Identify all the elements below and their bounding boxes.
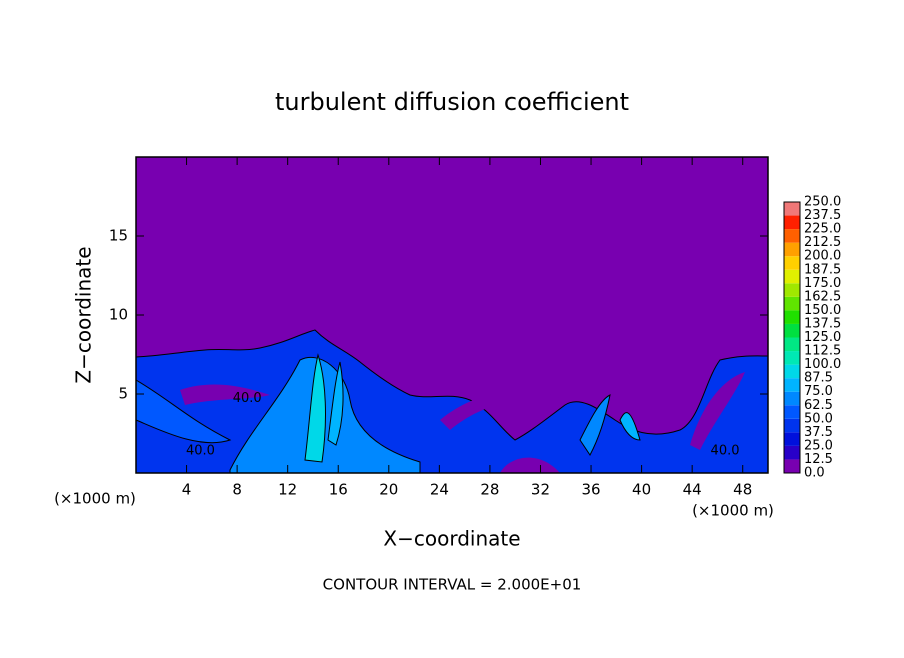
colorbar-swatch xyxy=(784,296,800,311)
colorbar-swatch xyxy=(784,432,800,446)
calm-pocket xyxy=(440,390,560,430)
contour-label: 40.0 xyxy=(233,391,262,406)
colorbar-label: 100.0 xyxy=(804,357,841,372)
colorbar-label: 125.0 xyxy=(804,330,841,345)
x-unit: (×1000 m) xyxy=(54,490,136,508)
colorbar-swatch xyxy=(784,391,800,406)
x-tick-label: 40 xyxy=(632,481,651,499)
x-tick-label: 36 xyxy=(581,481,600,499)
y-tick-label: 5 xyxy=(118,385,128,403)
x-unit: (×1000 m) xyxy=(692,502,774,520)
colorbar-label: 75.0 xyxy=(804,384,833,399)
colorbar-swatch xyxy=(784,215,800,230)
x-tick-label: 24 xyxy=(430,481,449,499)
colorbar-label: 250.0 xyxy=(804,195,841,210)
colorbar-label: 37.5 xyxy=(804,425,833,440)
x-tick-label: 28 xyxy=(480,481,499,499)
y-axis-title: Z−coordinate xyxy=(72,246,96,383)
colorbar-swatch xyxy=(784,351,800,365)
x-tick-label: 12 xyxy=(278,481,297,499)
colorbar-swatch xyxy=(784,378,800,392)
colorbar-swatch xyxy=(784,283,800,297)
footer: CONTOUR INTERVAL = 2.000E+01 xyxy=(323,576,582,594)
contour-label: 40.0 xyxy=(711,443,740,458)
contour-label: 40.0 xyxy=(186,443,215,458)
colorbar-label: 225.0 xyxy=(804,222,841,237)
x-tick-label: 48 xyxy=(733,481,752,499)
colorbar-swatch xyxy=(784,256,800,270)
colorbar-swatch xyxy=(784,418,800,433)
colorbar-swatch xyxy=(784,269,800,284)
colorbar-label: 12.5 xyxy=(804,452,833,467)
y-tick-label: 10 xyxy=(109,306,128,324)
x-tick-label: 20 xyxy=(379,481,398,499)
colorbar-label: 150.0 xyxy=(804,303,841,318)
streak xyxy=(135,379,232,444)
colorbar-label: 175.0 xyxy=(804,276,841,291)
x-axis-title: X−coordinate xyxy=(383,527,520,551)
colorbar-label: 50.0 xyxy=(804,411,833,426)
colorbar-swatch xyxy=(784,310,800,324)
colorbar-label: 25.0 xyxy=(804,438,833,453)
colorbar-swatch xyxy=(784,202,800,216)
field xyxy=(135,157,769,474)
calm-pocket xyxy=(500,457,560,473)
colorbar-swatch xyxy=(784,445,800,460)
colorbar-swatch xyxy=(784,459,800,473)
streak xyxy=(304,353,326,463)
streak xyxy=(579,394,611,456)
colorbar-label: 112.5 xyxy=(804,344,841,359)
colorbar-swatch xyxy=(784,229,800,243)
colorbar-frame xyxy=(783,201,801,474)
streak xyxy=(327,361,344,446)
colorbar-label: 200.0 xyxy=(804,249,841,264)
colorbar-label: 137.5 xyxy=(804,316,841,331)
x-tick-label: 16 xyxy=(329,481,348,499)
colorbar-label: 237.5 xyxy=(804,208,841,223)
streak xyxy=(619,412,641,441)
colorbar-label: 0.0 xyxy=(804,466,825,481)
x-tick-label: 8 xyxy=(232,481,242,499)
colorbar-label: 162.5 xyxy=(804,289,841,304)
colorbar-swatch xyxy=(784,405,800,419)
colorbar-label: 212.5 xyxy=(804,235,841,250)
x-tick-label: 32 xyxy=(531,481,550,499)
x-tick-label: 4 xyxy=(182,481,192,499)
colorbar-label: 62.5 xyxy=(804,398,833,413)
colorbar-swatch xyxy=(784,323,800,338)
y-tick-label: 15 xyxy=(109,227,128,245)
colorbar-swatch xyxy=(784,337,800,352)
chart-title: turbulent diffusion coefficient xyxy=(275,88,629,116)
calm-pocket xyxy=(690,372,745,450)
colorbar-swatch xyxy=(784,242,800,257)
colorbar-label: 87.5 xyxy=(804,371,833,386)
calm-pocket xyxy=(180,384,270,405)
x-tick-label: 44 xyxy=(683,481,702,499)
colorbar-label: 187.5 xyxy=(804,262,841,277)
colorbar-swatch xyxy=(784,364,800,379)
